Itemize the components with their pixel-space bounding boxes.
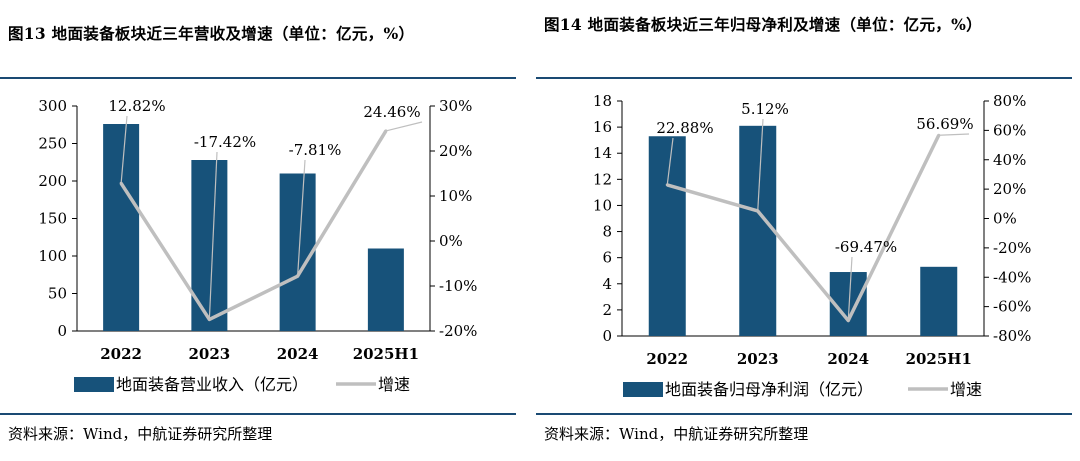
growth-line: [666, 134, 941, 323]
y-left-tick-label: 300: [38, 97, 67, 115]
chart-panel-revenue: 图13 地面装备板块近三年营收及增速（单位：亿元，%） 0 50 100 150 200…: [0, 0, 524, 461]
bar: [920, 266, 958, 336]
x-tick-label: 2022: [646, 350, 688, 368]
data-label: 5.12%: [741, 100, 789, 118]
x-tick-label: 2024: [277, 345, 319, 363]
x-tick-label: 2023: [737, 350, 779, 368]
y-left-tick-label: 0: [57, 322, 67, 340]
y-right-tick-label: -80%: [993, 327, 1031, 345]
bar: [279, 173, 316, 331]
legend-label-bar: 地面装备营业收入（亿元）: [116, 375, 308, 394]
data-label: -17.42%: [194, 133, 256, 151]
data-label-leader: [208, 151, 218, 320]
y-right-tick-label: 30%: [439, 97, 472, 115]
legend-swatch-bar: [74, 377, 114, 392]
bar: [367, 248, 404, 331]
x-tick-label: 2024: [827, 350, 869, 368]
legend-label-bar: 地面装备归母净利润（亿元）: [665, 380, 873, 399]
data-label-leader: [297, 159, 306, 277]
y-left-tick-label: 6: [602, 249, 612, 267]
legend-label-line: 增速: [950, 380, 982, 399]
data-label: 24.46%: [363, 103, 420, 121]
chart-panel-profit: 图14 地面装备板块近三年归母净利及增速（单位：亿元，%） 0 2 4 6 8 10 12 1…: [536, 0, 1080, 461]
x-tick-label: 2025H1: [353, 345, 419, 363]
y-left-tick-label: 10: [593, 196, 612, 214]
y-right-tick-label: 20%: [993, 180, 1026, 198]
revenue-chart: 0 50 100 150 200 250 300 -20% -10% 0% 10% 20% 30% 202…: [38, 97, 477, 394]
title-divider: [536, 77, 1072, 79]
y-left-tick-label: 0: [602, 327, 612, 345]
data-label: -69.47%: [835, 238, 897, 256]
y-left-tick-label: 4: [602, 275, 612, 293]
source-note: 资料来源：Wind，中航证券研究所整理: [8, 425, 273, 443]
bar: [103, 124, 140, 331]
y-right-tick-label: 10%: [439, 187, 472, 205]
data-label-leader: [757, 118, 764, 212]
y-right-tick-label: 80%: [993, 92, 1026, 110]
y-left-tick-label: 150: [38, 210, 67, 228]
profit-chart: 0 2 4 6 8 10 12 14 16 18 -80% -60% -40% -20% 0% 20% 40% 6…: [593, 92, 1032, 399]
bar: [648, 136, 686, 336]
y-right-tick-label: -20%: [993, 239, 1031, 257]
y-left-tick-label: 200: [38, 172, 67, 190]
title-divider: [0, 77, 516, 79]
y-left-tick-label: 16: [593, 118, 612, 136]
legend-label-line: 增速: [378, 375, 410, 394]
source-divider: [0, 413, 516, 415]
y-right-tick-label: -40%: [993, 268, 1031, 286]
chart-title: 图13 地面装备板块近三年营收及增速（单位：亿元，%）: [8, 24, 415, 43]
data-label-leader: [938, 133, 970, 136]
data-label: 56.69%: [916, 115, 973, 133]
y-right-tick-label: -60%: [993, 298, 1031, 316]
chart-title: 图14 地面装备板块近三年归母净利及增速（单位：亿元，%）: [544, 15, 982, 34]
y-left-tick-label: 2: [602, 301, 612, 319]
data-label-leader: [847, 256, 853, 321]
data-label: 22.88%: [656, 119, 713, 137]
y-left-tick-label: 250: [38, 135, 67, 153]
y-right-tick-label: 0%: [439, 232, 463, 250]
data-label-leader: [385, 121, 423, 132]
y-left-tick-label: 12: [593, 170, 612, 188]
y-left-tick-label: 100: [38, 247, 67, 265]
x-tick-label: 2025H1: [906, 350, 972, 368]
legend-swatch-bar: [623, 382, 663, 397]
source-divider: [536, 413, 1072, 415]
y-right-tick-label: 60%: [993, 121, 1026, 139]
growth-line: [119, 130, 388, 322]
y-left-tick-label: 14: [593, 144, 612, 162]
source-note: 资料来源：Wind，中航证券研究所整理: [544, 425, 809, 443]
x-tick-label: 2022: [100, 345, 142, 363]
y-right-tick-label: 20%: [439, 142, 472, 160]
y-right-tick-label: -10%: [439, 277, 477, 295]
x-tick-label: 2023: [189, 345, 231, 363]
bar: [191, 160, 228, 331]
data-label: -7.81%: [289, 141, 342, 159]
y-left-tick-label: 8: [602, 223, 612, 241]
bar: [739, 125, 777, 336]
y-right-tick-label: -20%: [439, 322, 477, 340]
y-right-tick-label: 40%: [993, 151, 1026, 169]
data-label: 12.82%: [108, 97, 165, 115]
y-left-tick-label: 18: [593, 92, 612, 110]
data-label-leader: [666, 137, 674, 185]
y-right-tick-label: 0%: [993, 210, 1017, 228]
y-left-tick-label: 50: [48, 285, 67, 303]
data-label-leader: [120, 115, 128, 184]
